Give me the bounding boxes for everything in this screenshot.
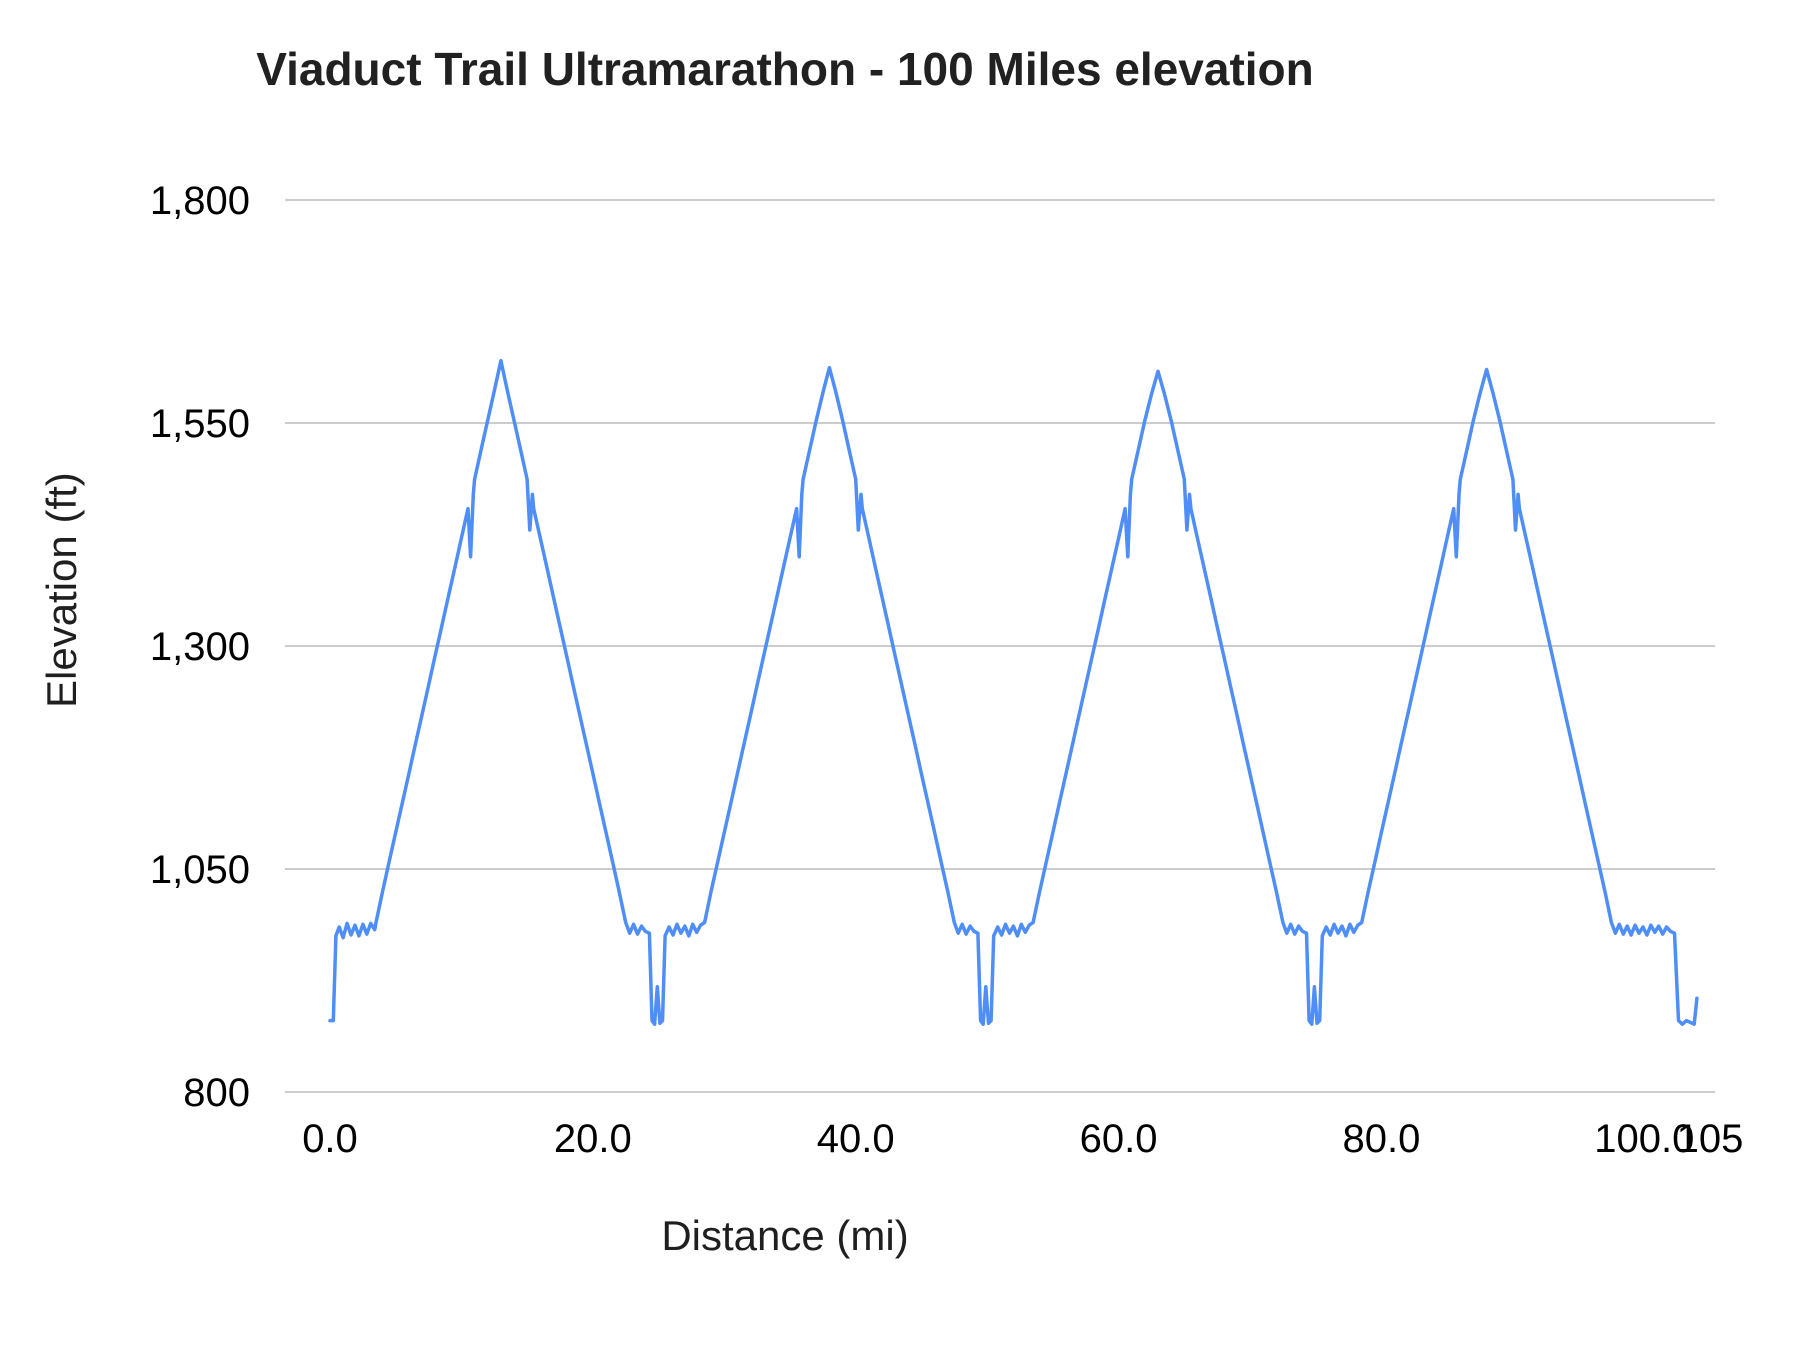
chart-title: Viaduct Trail Ultramarathon - 100 Miles … <box>256 43 1314 95</box>
y-tick-label: 800 <box>183 1071 250 1115</box>
y-tick-label: 1,050 <box>150 848 250 892</box>
y-tick-label: 1,550 <box>150 402 250 446</box>
x-tick-label: 80.0 <box>1342 1117 1420 1161</box>
elevation-line <box>328 358 1699 1026</box>
x-axis-title: Distance (mi) <box>661 1212 909 1259</box>
x-tick-label: 20.0 <box>554 1117 632 1161</box>
x-tick-label: 0.0 <box>302 1117 358 1161</box>
y-axis-title: Elevation (ft) <box>38 472 85 708</box>
x-tick-label: 40.0 <box>817 1117 895 1161</box>
x-tick-label: 100.0 <box>1594 1117 1694 1161</box>
x-tick-label: 105 <box>1677 1117 1744 1161</box>
y-axis-tick-labels: 800 1,050 1,300 1,550 1,800 <box>150 179 250 1115</box>
y-tick-label: 1,800 <box>150 179 250 223</box>
y-tick-label: 1,300 <box>150 625 250 669</box>
gridlines <box>285 199 1715 1093</box>
x-tick-label: 60.0 <box>1080 1117 1158 1161</box>
